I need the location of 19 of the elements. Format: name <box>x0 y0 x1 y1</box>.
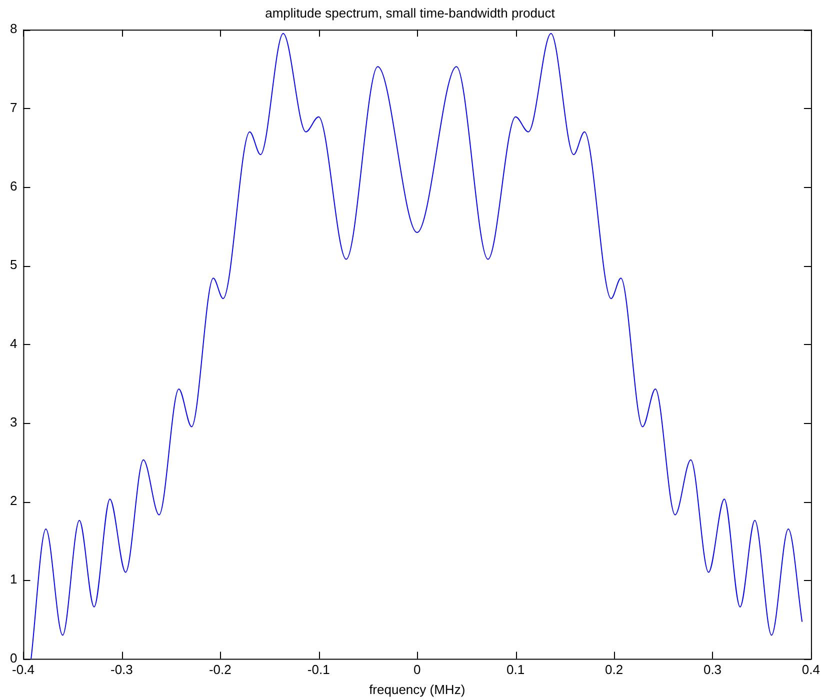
x-tick-label: -0.3 <box>110 662 133 678</box>
x-tick-label: -0.1 <box>307 662 330 678</box>
y-tick-label: 6 <box>10 178 18 194</box>
x-tick-label: 0.2 <box>604 662 624 678</box>
x-tick-label: -0.2 <box>208 662 232 678</box>
line-series <box>30 33 803 659</box>
y-tick-label: 5 <box>10 257 18 272</box>
y-tick-label: 7 <box>10 100 18 115</box>
y-tick-label: 1 <box>10 572 18 587</box>
x-axis-title: frequency (MHz) <box>369 682 466 697</box>
y-tick-label: 8 <box>10 21 18 36</box>
x-tick-label: 0.4 <box>802 662 820 678</box>
y-tick-label: 3 <box>10 414 18 430</box>
x-tick-label: 0.1 <box>506 662 525 678</box>
y-tick-label: 4 <box>10 336 18 351</box>
chart-title: amplitude spectrum, small time-bandwidth product <box>265 5 556 20</box>
x-tick-label: 0 <box>413 662 421 678</box>
x-tick-label: 0.3 <box>703 662 722 678</box>
y-tick-label: 2 <box>10 493 18 508</box>
